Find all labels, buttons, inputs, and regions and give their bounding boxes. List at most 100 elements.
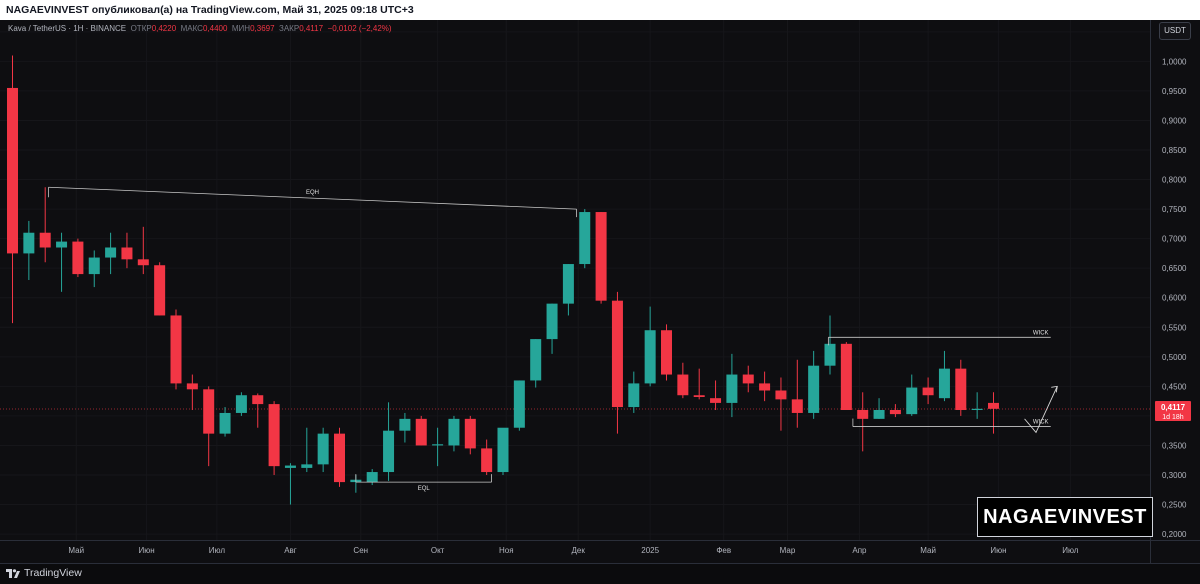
x-tick-label: Фев bbox=[716, 546, 731, 555]
y-tick-label: 0,2000 bbox=[1162, 530, 1187, 539]
candle-body bbox=[481, 448, 493, 473]
candle-body bbox=[579, 212, 591, 265]
candle-body bbox=[203, 389, 215, 434]
candlestick-chart[interactable]: 1,05001,00000,95000,90000,85000,80000,75… bbox=[0, 20, 1200, 563]
high-value: 0,4400 bbox=[202, 24, 228, 33]
candle-body bbox=[808, 365, 820, 413]
candle-body bbox=[857, 410, 869, 419]
x-tick-label: Дек bbox=[572, 546, 586, 555]
y-tick-label: 0,5000 bbox=[1162, 353, 1187, 362]
candle-body bbox=[268, 404, 280, 467]
x-tick-label: Май bbox=[68, 546, 84, 555]
y-tick-label: 0,7500 bbox=[1162, 205, 1187, 214]
y-tick-label: 0,8500 bbox=[1162, 146, 1187, 155]
candle-body bbox=[759, 383, 771, 391]
y-tick-label: 0,7000 bbox=[1162, 235, 1187, 244]
y-tick-label: 0,8000 bbox=[1162, 176, 1187, 185]
footer-bar: TradingView bbox=[0, 563, 1200, 584]
candle-body bbox=[824, 343, 836, 366]
candle-body bbox=[546, 303, 558, 340]
candle-body bbox=[906, 387, 918, 415]
x-tick-label: Май bbox=[920, 546, 936, 555]
candle-body bbox=[23, 232, 35, 254]
chart-area[interactable]: 1,05001,00000,95000,90000,85000,80000,75… bbox=[0, 20, 1200, 563]
candle-body bbox=[219, 412, 231, 434]
candle-body bbox=[710, 398, 722, 403]
candle-body bbox=[775, 390, 787, 400]
tradingview-brand[interactable]: TradingView bbox=[6, 567, 82, 579]
candle-body bbox=[693, 395, 705, 397]
candle-body bbox=[7, 87, 18, 254]
watermark-logo: NAGAEVINVEST bbox=[977, 497, 1153, 537]
y-tick-label: 0,5500 bbox=[1162, 323, 1187, 332]
candle-body bbox=[105, 247, 117, 258]
x-tick-label: Авг bbox=[284, 546, 297, 555]
candle-body bbox=[661, 330, 672, 375]
y-tick-label: 0,4500 bbox=[1162, 382, 1187, 391]
candle-body bbox=[448, 418, 460, 446]
candle-body bbox=[170, 315, 182, 384]
candle-body bbox=[530, 339, 542, 381]
candle-body bbox=[72, 241, 84, 275]
currency-button[interactable]: USDT bbox=[1159, 22, 1191, 40]
candle-body bbox=[366, 472, 378, 483]
x-tick-label: 2025 bbox=[641, 546, 659, 555]
annotation-line bbox=[48, 186, 577, 210]
symbol-legend: Kava / TetherUS · 1Н · BINANCE ОТКР0,422… bbox=[8, 24, 392, 33]
candle-body bbox=[562, 264, 574, 304]
candle-body bbox=[464, 418, 476, 449]
publisher-bar: NAGAEVINVEST опубликовал(а) на TradingVi… bbox=[0, 0, 1200, 20]
candle-body bbox=[873, 410, 885, 419]
candle-body bbox=[726, 374, 738, 403]
candle-body bbox=[513, 380, 525, 428]
candle-body bbox=[284, 465, 296, 468]
open-value: 0,4220 bbox=[151, 24, 177, 33]
x-tick-label: Сен bbox=[353, 546, 368, 555]
x-tick-label: Июн bbox=[990, 546, 1006, 555]
candle-body bbox=[497, 427, 509, 473]
annotation-label: EQL bbox=[418, 486, 431, 492]
candle-body bbox=[137, 259, 149, 266]
close-label: ЗАКР bbox=[279, 24, 300, 33]
candle-body bbox=[301, 464, 313, 468]
candle-body bbox=[154, 265, 166, 316]
candle-body bbox=[334, 433, 345, 483]
projection-arrowhead bbox=[1051, 385, 1058, 393]
candle-body bbox=[791, 399, 803, 413]
projection-path bbox=[1024, 386, 1058, 434]
x-tick-label: Апр bbox=[852, 546, 867, 555]
candle-body bbox=[971, 408, 983, 410]
candle-body bbox=[39, 232, 51, 248]
x-tick-label: Июл bbox=[1062, 546, 1079, 555]
candle-body bbox=[595, 212, 607, 301]
tradingview-label: TradingView bbox=[24, 567, 82, 579]
open-label: ОТКР bbox=[130, 24, 152, 33]
candle-body bbox=[988, 402, 999, 409]
low-label: МИН bbox=[231, 24, 251, 33]
annotation-label: WICK bbox=[1033, 330, 1049, 336]
candle-body bbox=[317, 433, 329, 465]
candle-body bbox=[938, 368, 950, 399]
candle-body bbox=[922, 387, 934, 396]
x-tick-label: Ноя bbox=[499, 546, 514, 555]
candle-body bbox=[742, 374, 754, 384]
y-tick-label: 0,6500 bbox=[1162, 264, 1187, 273]
candle-body bbox=[432, 444, 444, 446]
candle-body bbox=[186, 383, 198, 390]
candle-body bbox=[955, 368, 967, 410]
tradingview-logo-icon bbox=[6, 568, 20, 578]
y-tick-label: 1,0000 bbox=[1162, 57, 1187, 66]
y-tick-label: 0,3000 bbox=[1162, 471, 1187, 480]
candle-body bbox=[88, 257, 100, 275]
price-label-value: 0,4117 bbox=[1161, 403, 1186, 412]
price-label-countdown: 1d 18h bbox=[1162, 414, 1184, 421]
close-value: 0,4117 bbox=[299, 24, 324, 33]
y-tick-label: 0,9000 bbox=[1162, 116, 1187, 125]
candle-body bbox=[121, 247, 133, 260]
y-tick-label: 0,9500 bbox=[1162, 87, 1187, 96]
candle-body bbox=[889, 410, 901, 415]
candle-body bbox=[644, 330, 656, 384]
candle-body bbox=[56, 241, 68, 248]
y-tick-label: 0,6000 bbox=[1162, 294, 1187, 303]
high-label: МАКС bbox=[180, 24, 203, 33]
